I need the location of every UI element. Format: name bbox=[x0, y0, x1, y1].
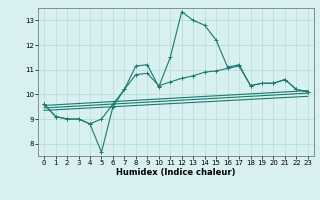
X-axis label: Humidex (Indice chaleur): Humidex (Indice chaleur) bbox=[116, 168, 236, 177]
